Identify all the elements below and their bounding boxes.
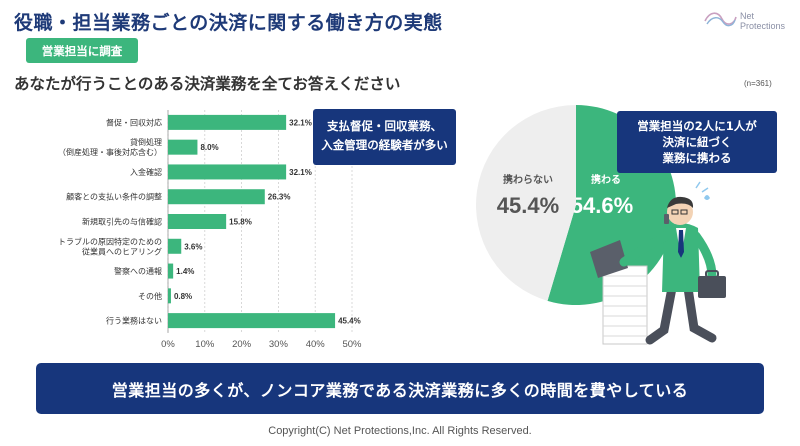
x-tick-label: 10% [195,339,215,350]
callout-line: 支払督促・回収業務、 [327,119,442,133]
bar [168,164,287,180]
question-heading: あなたが行うことのある決済業務を全てお答えください [14,75,401,93]
callout-line: 入金管理の経験者が多い [321,138,448,152]
bar-value-label: 3.6% [184,242,202,251]
sample-size-note: (n=361) [744,79,772,88]
bar [168,288,171,304]
category-label: （倒産処理・事後対応含む） [58,147,162,157]
x-tick-label: 40% [306,339,326,350]
category-label: その他 [138,291,162,301]
bar-value-label: 45.4% [338,317,361,326]
conclusion-banner: 営業担当の多くが、ノンコア業務である決済業務に多くの時間を費やしている [36,363,764,414]
bar [168,263,174,279]
callout-line: 決済に紐づく [662,135,732,149]
bar-value-label: 8.0% [200,143,218,152]
bar [168,114,287,130]
x-tick-label: 0% [161,339,175,350]
survey-tag: 営業担当に調査 [26,38,138,63]
x-tick-label: 20% [232,339,252,350]
category-label: トラブルの原因特定のための [58,236,162,246]
page-title: 役職・担当業務ごとの決済に関する働き方の実態 [14,12,443,34]
category-label: 入金確認 [130,167,162,177]
bar [168,238,182,254]
businessman-illustration [590,181,726,345]
bar-chart-callout: 支払督促・回収業務、 入金管理の経験者が多い [313,109,456,165]
category-label: 貸倒処理 [130,137,162,147]
category-label: 警察への通報 [114,266,162,276]
bar-value-label: 1.4% [176,267,194,276]
pie-slice-label: 携わらない [503,173,553,186]
category-label: 顧客との支払い条件の調整 [66,192,162,202]
bar-value-label: 32.1% [289,168,312,177]
pie-chart-callout: 営業担当の2人に1人が 決済に紐づく 業務に携わる [617,111,777,173]
category-label: 督促・回収対応 [106,117,162,127]
bar-value-label: 26.3% [268,193,291,202]
category-label: 新規取引先の与信確認 [82,217,162,227]
x-tick-label: 50% [342,339,362,350]
copyright-notice: Copyright(C) Net Protections,Inc. All Ri… [268,425,532,437]
pie-slice-value: 54.6% [571,193,633,218]
category-label: 従業員へのヒアリング [82,246,162,256]
bar [168,139,198,155]
x-tick-label: 30% [269,339,289,350]
pie-slice-label: 携わる [591,173,621,186]
bar [168,214,227,229]
net-protections-logo [704,12,737,27]
logo-text: Net Protections [740,11,786,31]
bar-value-label: 15.8% [229,218,252,227]
bar [168,189,265,205]
callout-line: 営業担当の2人に1人が [637,119,757,133]
bar-value-label: 32.1% [289,118,312,127]
pie-slice-value: 45.4% [497,193,559,218]
category-label: 行う業務はない [106,316,162,326]
bar-chart: 0% 10% 20% 30% 40% 50% 32.1% 督促・回収対応 8.0% 貸倒処理（倒産… [58,110,362,350]
pie-slice [475,105,576,301]
callout-line: 業務に携わる [662,151,732,165]
bar-value-label: 0.8% [174,292,192,301]
bar [168,313,336,329]
